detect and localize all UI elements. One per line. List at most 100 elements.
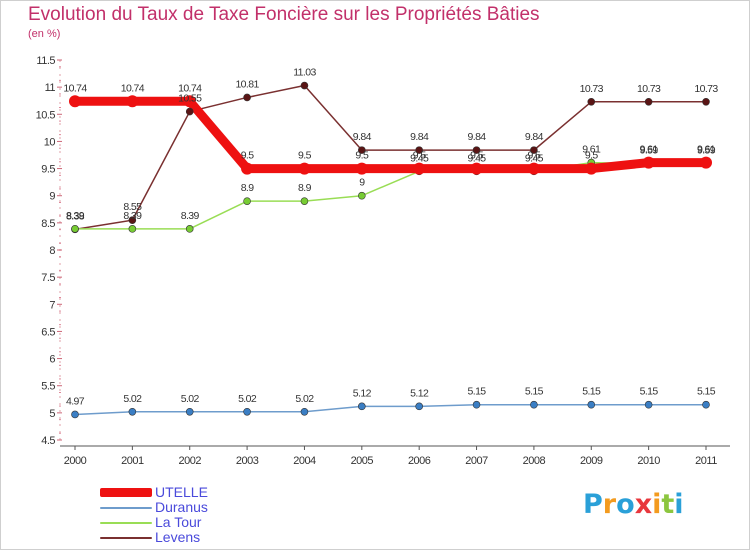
logo-letter: r	[602, 489, 617, 520]
y-tick-label: 5	[49, 408, 55, 420]
x-tick-label: 2010	[637, 455, 660, 467]
data-label-duranus: 5.12	[410, 387, 429, 399]
data-label-utelle: 9.5	[528, 150, 542, 162]
legend-swatch	[100, 521, 152, 524]
series-line-duranus	[74, 403, 707, 416]
data-label-levens: 10.81	[235, 78, 259, 90]
data-label-duranus: 5.15	[582, 386, 601, 398]
data-label-duranus: 5.15	[697, 386, 716, 398]
legend-label: Levens	[155, 529, 201, 545]
x-tick-label: 2007	[465, 455, 488, 467]
data-point-utelle	[470, 162, 483, 175]
data-label-la-tour: 8.39	[181, 210, 200, 222]
data-label-la-tour: 9.45	[410, 152, 429, 164]
y-tick-label: 9	[49, 191, 55, 203]
data-point-utelle	[700, 156, 712, 169]
logo-letter: o	[616, 489, 635, 520]
data-point-duranus	[71, 410, 79, 419]
data-label-duranus: 5.02	[123, 393, 142, 405]
data-label-levens: 9.84	[525, 131, 544, 143]
data-point-la-tour	[71, 225, 79, 233]
data-point-levens	[587, 98, 596, 106]
data-point-utelle	[298, 162, 311, 175]
data-point-duranus	[243, 407, 251, 416]
data-label-utelle: 9.5	[241, 150, 255, 162]
series-line-levens	[74, 84, 707, 231]
data-point-utelle	[126, 95, 139, 108]
data-point-duranus	[702, 400, 710, 409]
data-label-la-tour: 9.61	[582, 144, 601, 156]
data-point-duranus	[644, 400, 653, 409]
data-point-la-tour	[300, 197, 309, 205]
data-point-levens	[702, 98, 710, 106]
data-point-levens	[530, 146, 538, 154]
data-label-levens: 10.55	[178, 93, 202, 105]
data-point-duranus	[300, 407, 309, 416]
data-label-utelle: 9.61	[697, 144, 716, 156]
data-point-levens	[472, 146, 481, 154]
data-label-levens: 8.55	[123, 201, 142, 213]
series-line-utelle	[70, 96, 711, 174]
y-tick-label: 5.5	[41, 381, 55, 393]
data-label-utelle: 9.5	[585, 150, 599, 162]
series-line-la-tour	[74, 161, 707, 230]
data-point-levens	[243, 93, 251, 102]
data-label-levens: 8.38	[66, 210, 85, 222]
logo-letter: i	[674, 489, 684, 520]
data-label-duranus: 5.02	[238, 393, 257, 405]
data-label-utelle: 9.61	[640, 144, 659, 156]
data-point-utelle	[642, 156, 655, 169]
data-label-la-tour: 8.9	[241, 182, 255, 194]
data-label-levens: 10.73	[580, 83, 604, 95]
x-tick-label: 2011	[695, 455, 717, 467]
x-tick-label: 2003	[236, 455, 259, 467]
y-tick-label: 10	[44, 136, 56, 148]
data-point-duranus	[185, 407, 194, 416]
x-tick-label: 2005	[351, 455, 374, 467]
data-point-levens	[358, 146, 366, 154]
y-tick-label: 11	[45, 82, 56, 94]
data-point-la-tour	[243, 197, 251, 205]
data-point-duranus	[587, 400, 596, 409]
x-tick-label: 2000	[64, 455, 87, 467]
x-tick-label: 2006	[408, 455, 431, 467]
x-tick-label: 2008	[523, 455, 546, 467]
x-tick-label: 2004	[293, 455, 316, 467]
y-tick-label: 8.5	[41, 218, 55, 230]
y-tick-label: 10.5	[36, 109, 56, 121]
data-point-levens	[128, 216, 137, 224]
data-label-la-tour: 9.45	[525, 152, 544, 164]
legend-label: UTELLE	[155, 484, 208, 500]
chart-unit-label: (en %)	[28, 28, 61, 40]
legend-label: Duranus	[155, 499, 208, 515]
data-label-la-tour: 9	[359, 177, 365, 189]
data-point-utelle	[585, 162, 598, 175]
data-label-duranus: 5.15	[640, 386, 659, 398]
data-point-duranus	[415, 402, 423, 411]
data-point-utelle	[69, 95, 81, 108]
data-label-utelle: 9.5	[298, 150, 312, 162]
data-point-utelle	[413, 162, 426, 175]
legend-item-utelle: UTELLE	[100, 485, 208, 500]
data-point-la-tour	[185, 225, 194, 233]
data-label-levens: 9.84	[353, 131, 372, 143]
logo-letter: x	[634, 489, 653, 520]
data-point-la-tour	[128, 225, 137, 233]
data-label-levens: 9.84	[468, 131, 487, 143]
data-label-utelle: 10.74	[121, 82, 145, 94]
data-point-levens	[185, 107, 194, 116]
legend-swatch	[100, 488, 152, 497]
legend-item-la-tour: La Tour	[100, 515, 208, 530]
data-label-utelle: 9.5	[355, 150, 369, 162]
legend-item-levens: Levens	[100, 530, 208, 545]
data-label-la-tour: 9.59	[640, 145, 659, 157]
legend-label: La Tour	[155, 514, 202, 530]
data-label-duranus: 5.12	[353, 387, 372, 399]
data-label-utelle: 9.5	[470, 150, 484, 162]
data-point-duranus	[472, 400, 481, 409]
data-point-utelle	[183, 95, 196, 108]
logo-letter: P	[583, 489, 603, 520]
data-point-duranus	[128, 407, 137, 416]
y-tick-label: 6.5	[41, 326, 55, 338]
